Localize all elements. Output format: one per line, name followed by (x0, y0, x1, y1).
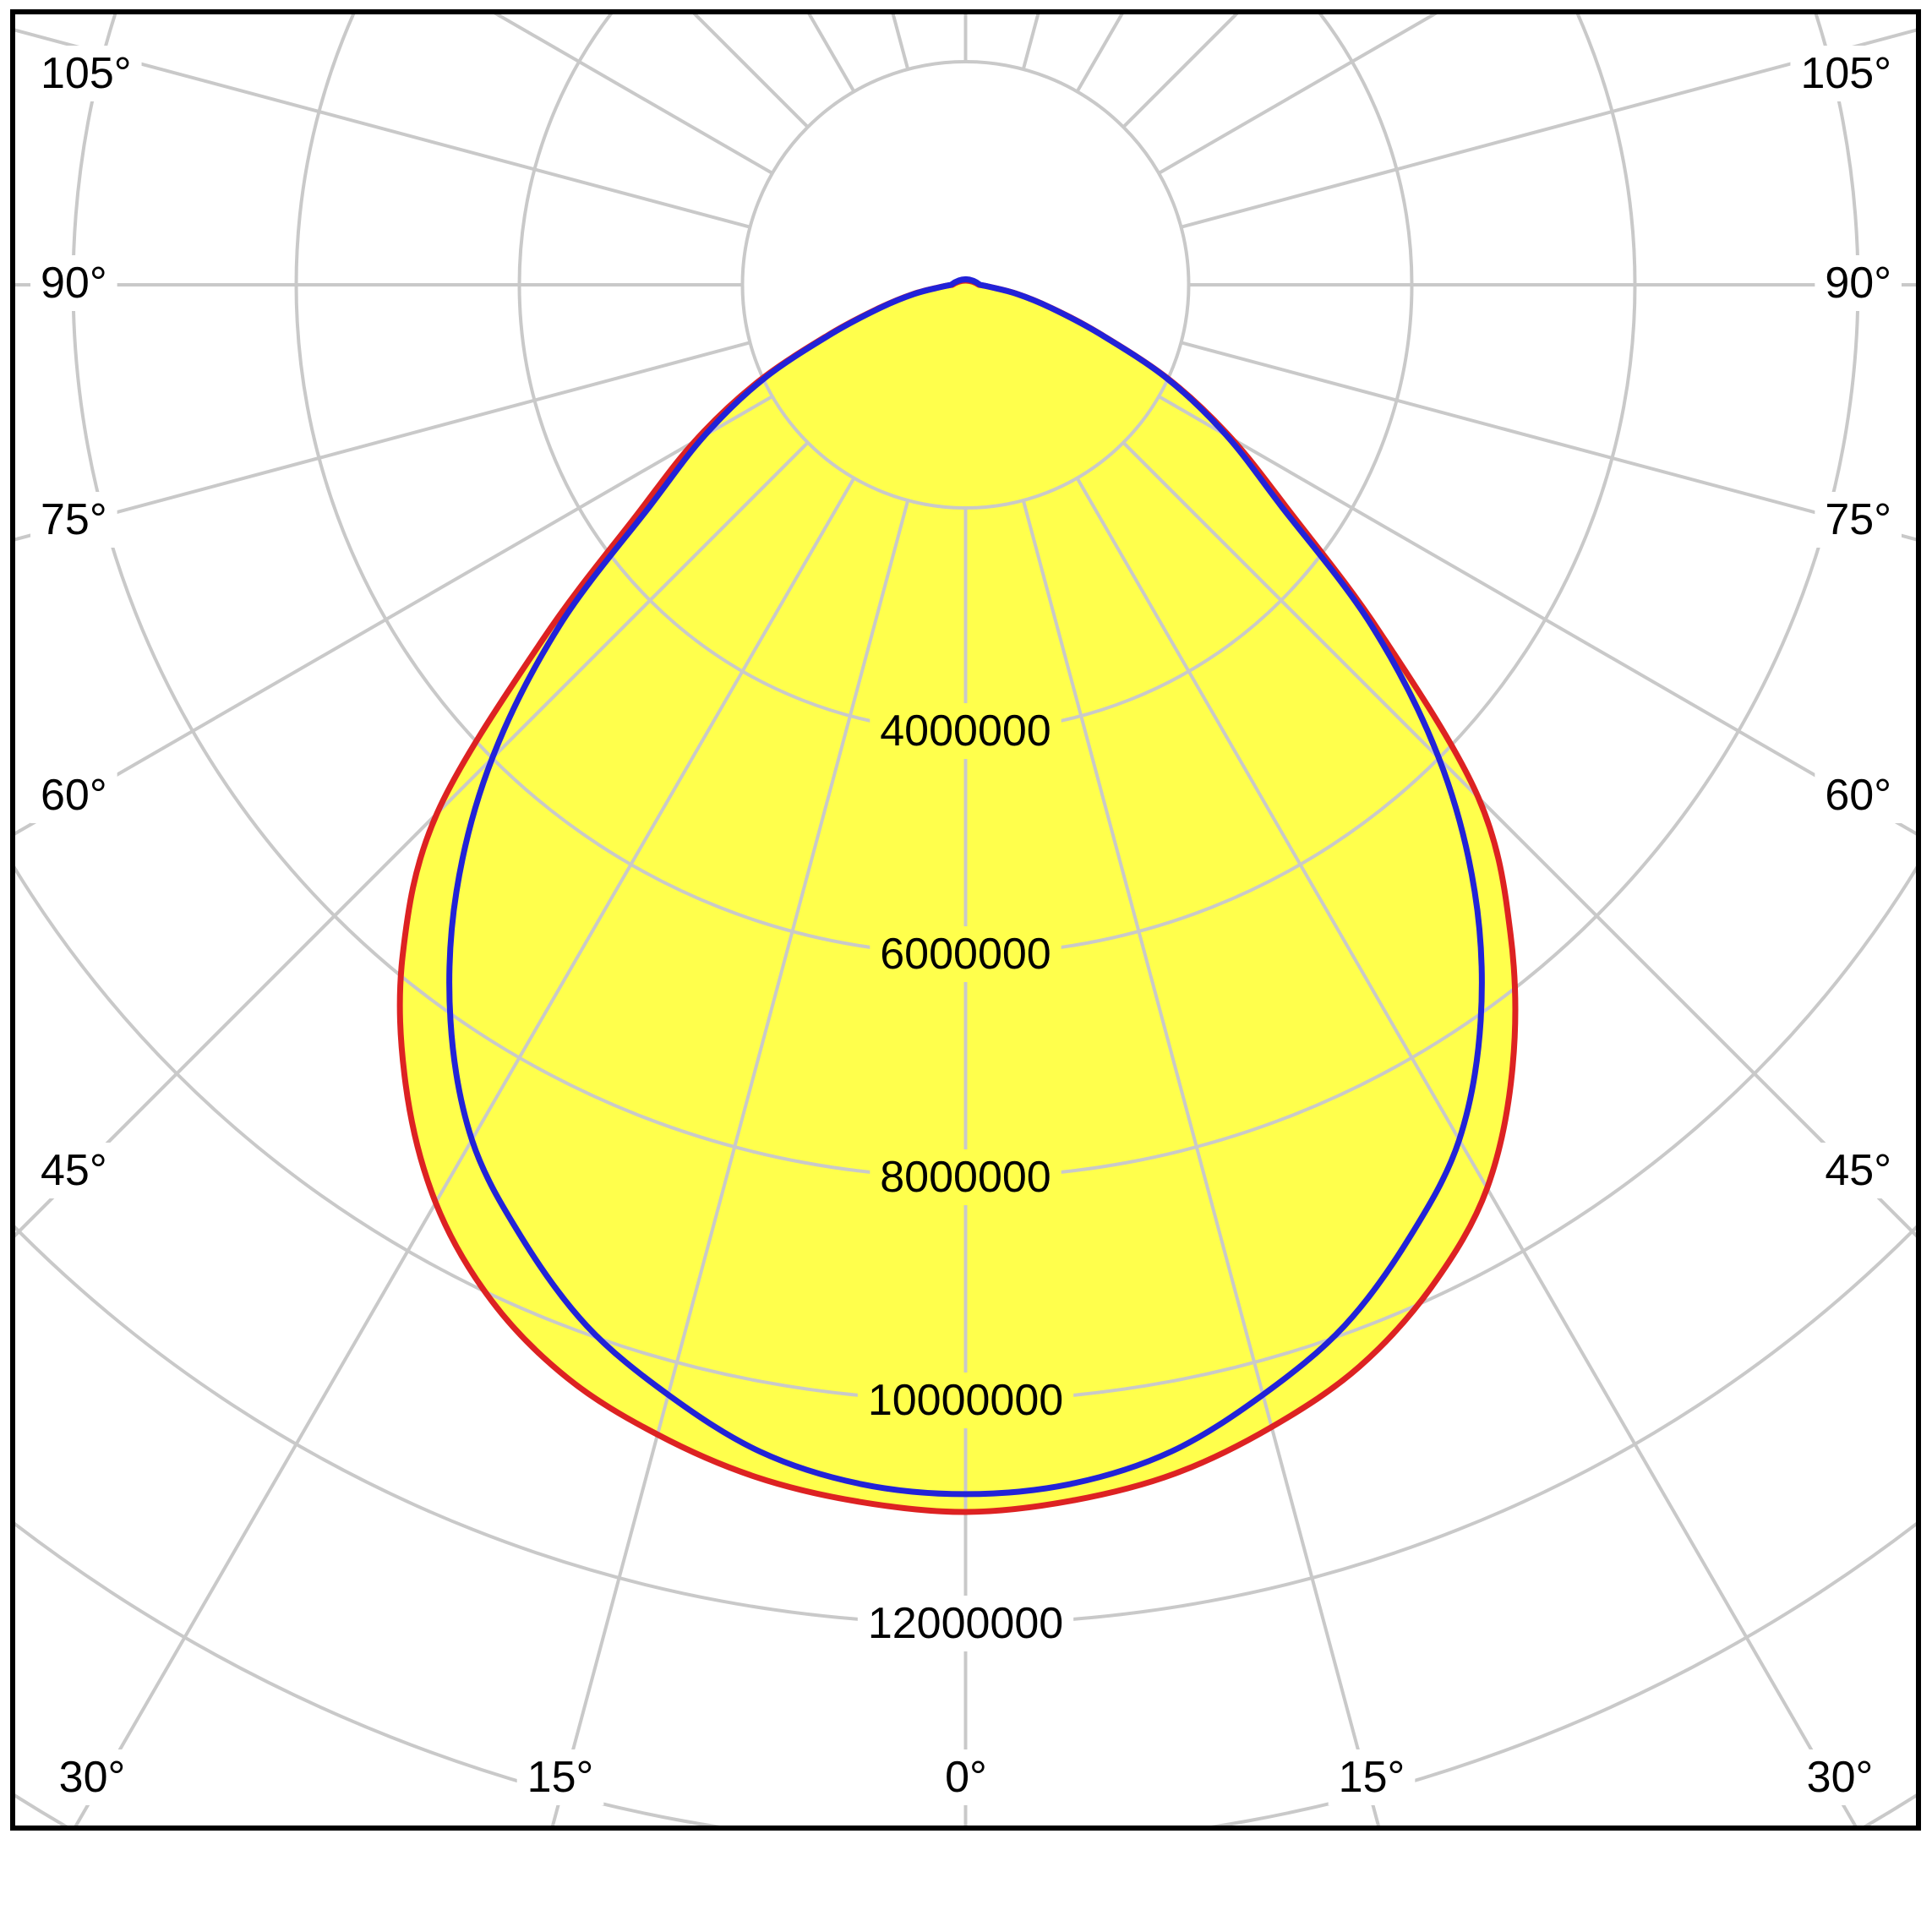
axis-label: 75° (1825, 495, 1891, 544)
axis-label: 4000000 (880, 707, 1051, 756)
axis-label: 30° (59, 1753, 126, 1802)
label-halo (857, 1596, 1074, 1651)
label-halo (516, 1749, 604, 1805)
axis-label: 15° (527, 1753, 594, 1802)
axis-label: 45° (1825, 1146, 1891, 1195)
angle-grid-line (15, 28, 751, 229)
axis-label: 15° (1339, 1753, 1405, 1802)
angle-grid-line (1075, 477, 1858, 1826)
angle-grid-line (15, 441, 810, 1238)
axis-label: 45° (41, 1146, 107, 1195)
blue-intensity-curve (446, 276, 1485, 1498)
angle-grid-line (550, 499, 910, 1826)
axis-label: 12000000 (868, 1599, 1063, 1648)
label-halo (30, 46, 142, 101)
axis-label: 75° (41, 495, 107, 544)
axis-label: 8000000 (880, 1153, 1051, 1202)
label-halo (935, 1749, 997, 1805)
label-halo (870, 703, 1062, 759)
angle-grid-line (1180, 341, 1916, 542)
angle-grid-line (1180, 28, 1916, 229)
label-halo (857, 1373, 1074, 1428)
axis-label: 30° (1807, 1753, 1874, 1802)
label-halo (1815, 255, 1902, 311)
label-halo (48, 1749, 136, 1805)
label-halo (30, 255, 117, 311)
angle-grid-line (1021, 499, 1381, 1826)
label-halo (1796, 1749, 1884, 1805)
label-halo (1815, 767, 1902, 823)
angle-grid-line (74, 477, 856, 1826)
plot-frame (10, 9, 1921, 1831)
label-halo (870, 926, 1062, 982)
axis-label: 90° (1825, 259, 1891, 308)
axis-label: 10000000 (868, 1376, 1063, 1425)
label-halo (1815, 492, 1902, 548)
axis-label: 105° (41, 49, 132, 98)
axis-label: 60° (1825, 771, 1891, 820)
angle-grid-line (1158, 395, 1916, 836)
angle-grid-line (15, 395, 773, 836)
angle-grid-line (1122, 441, 1916, 1238)
axis-label: 0° (945, 1753, 987, 1802)
axis-label: 105° (1800, 49, 1891, 98)
label-halo (870, 1149, 1062, 1205)
label-halo (1328, 1749, 1416, 1805)
angle-grid-line (15, 341, 751, 542)
label-halo (30, 767, 117, 823)
red-intensity-curve (396, 277, 1519, 1515)
axis-label: 60° (41, 771, 107, 820)
beam-fill (400, 281, 1515, 1513)
label-halo (30, 1143, 117, 1198)
label-halo (1790, 46, 1902, 101)
axis-label: 6000000 (880, 930, 1051, 979)
label-halo (1815, 1143, 1902, 1198)
axis-label: 90° (41, 259, 107, 308)
label-halo (30, 492, 117, 548)
